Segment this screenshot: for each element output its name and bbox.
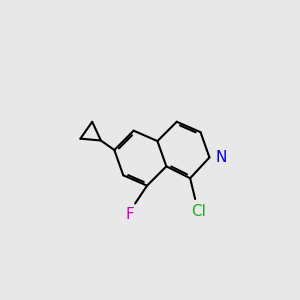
Text: N: N <box>216 150 227 165</box>
Text: Cl: Cl <box>191 203 206 218</box>
Text: F: F <box>125 207 134 222</box>
